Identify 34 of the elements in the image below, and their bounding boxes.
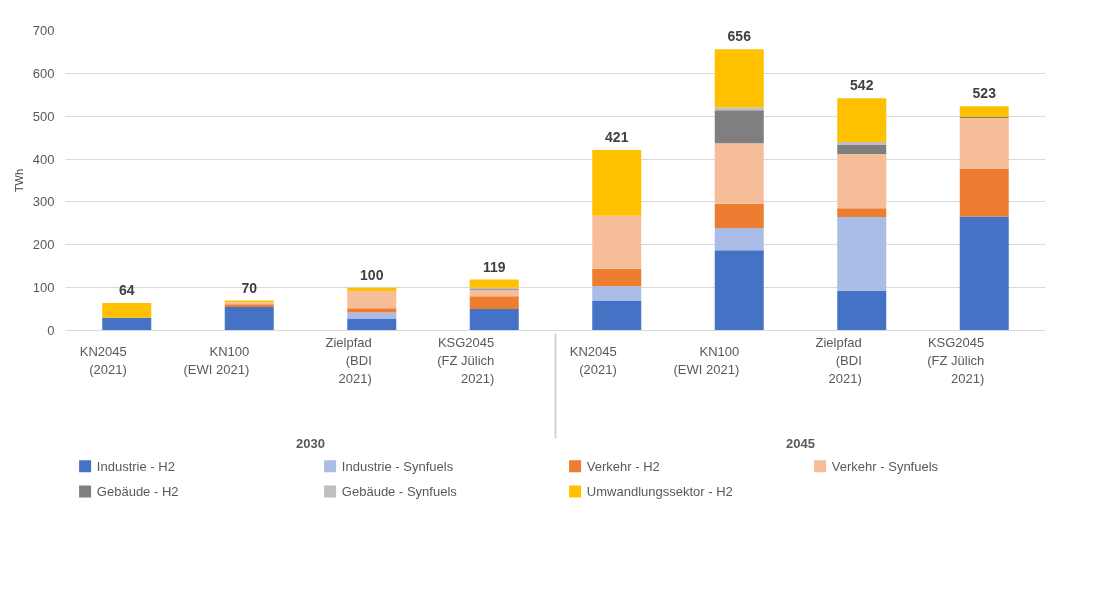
y-tick-label: 700	[32, 23, 55, 38]
legend-label: Verkehr - H2	[586, 458, 660, 474]
total-label: 64	[118, 282, 135, 299]
y-tick-label: 200	[32, 237, 55, 253]
y-tick-label: 300	[32, 194, 55, 210]
legend-label: Gebäude - Synfuels	[341, 483, 458, 499]
x-tick-label: KN2045 (2021)	[79, 344, 127, 377]
legend-label: Industrie - H2	[96, 458, 175, 474]
total-label: 421	[605, 129, 629, 146]
y-tick-label: 600	[32, 65, 55, 81]
legend-label: Verkehr - Synfuels	[831, 458, 939, 474]
x-tick-label: KN100 (EWI 2021)	[183, 344, 250, 377]
x-tick-label: Zielpfad (BDI 2021)	[325, 335, 372, 386]
total-label: 119	[482, 258, 506, 275]
x-tick-label: KSG2045 (FZ Jülich 2021)	[927, 335, 985, 386]
total-label: 523	[972, 85, 997, 102]
legend-label: Industrie - Synfuels	[341, 458, 454, 474]
y-tick-label: 400	[32, 151, 55, 167]
total-label: 100	[360, 266, 384, 283]
legend-label: Gebäude - H2	[96, 483, 179, 499]
text: 2030	[296, 435, 325, 451]
x-tick-label: Zielpfad (BDI 2021)	[815, 335, 862, 386]
y-tick-label: 0	[47, 323, 55, 338]
total-label: 542	[850, 77, 874, 94]
x-tick-label: KSG2045 (FZ Jülich 2021)	[437, 335, 495, 386]
text: 2045	[786, 435, 815, 451]
legend-label: Umwandlungssektor - H2	[586, 483, 733, 499]
x-tick-label: KN100 (EWI 2021)	[673, 344, 740, 377]
y-tick-label: 100	[32, 280, 55, 296]
y-axis-title: TWh	[12, 168, 25, 193]
y-tick-label: 500	[32, 108, 55, 124]
x-tick-label: KN2045 (2021)	[569, 344, 617, 377]
total-label: 70	[241, 279, 258, 296]
total-label: 656	[727, 28, 752, 45]
